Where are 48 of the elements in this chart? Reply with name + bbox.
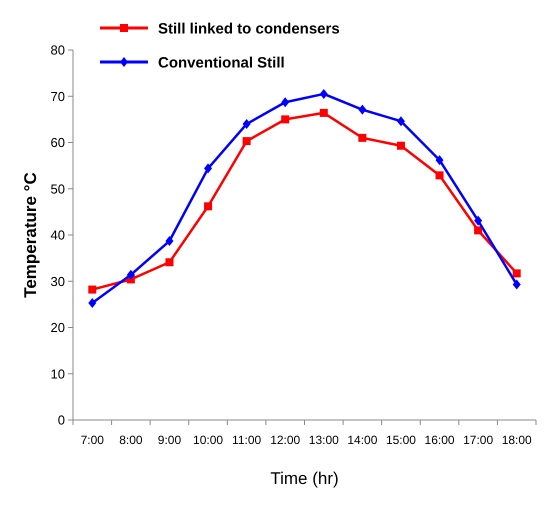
x-tick-label: 11:00: [232, 433, 262, 447]
y-tick-label: 0: [58, 412, 65, 428]
point: [88, 286, 96, 294]
point: [512, 279, 521, 290]
point: [165, 236, 174, 246]
point: [242, 137, 251, 146]
x-tick-label: 14:00: [347, 433, 378, 447]
point: [358, 134, 366, 142]
x-tick-label: 9:00: [158, 433, 182, 447]
point: [242, 119, 251, 129]
x-tick-label: 18:00: [502, 433, 532, 447]
point: [126, 270, 135, 280]
point: [396, 116, 405, 126]
y-axis-title: Temperature °C: [21, 172, 40, 298]
y-tick-label: 40: [50, 228, 65, 243]
y-tick-label: 60: [50, 135, 65, 150]
point: [320, 108, 328, 117]
point: [436, 155, 444, 166]
x-axis-title: Time (hr): [270, 469, 339, 488]
y-tick-label: 70: [50, 88, 65, 104]
point: [88, 298, 96, 308]
x-tick-label: 12:00: [270, 433, 301, 447]
x-tick-label: 15:00: [386, 433, 416, 447]
point: [396, 142, 405, 150]
point: [474, 226, 482, 234]
y-tick-label: 50: [50, 181, 65, 196]
x-tick-label: 10:00: [193, 433, 224, 447]
x-tick-label: 17:00: [463, 433, 494, 447]
point: [436, 171, 444, 180]
point: [512, 269, 521, 278]
y-tick-label: 10: [50, 366, 65, 382]
y-tick-label: 30: [50, 274, 65, 289]
y-tick-label: 80: [50, 42, 65, 58]
point: [204, 202, 212, 210]
legend-label: Conventional Still: [158, 54, 285, 72]
y-tick-label: 20: [50, 320, 65, 336]
x-tick-label: 13:00: [308, 433, 340, 447]
legend-label: Still linked to condensers: [158, 20, 340, 38]
x-tick-label: 8:00: [119, 433, 143, 447]
point: [281, 97, 290, 108]
x-tick-label: 16:00: [424, 433, 455, 447]
point: [358, 104, 366, 115]
point: [320, 88, 328, 99]
point: [474, 216, 482, 226]
point: [281, 115, 290, 124]
point: [165, 258, 174, 266]
point: [204, 163, 212, 174]
x-tick-label: 7:00: [80, 433, 104, 447]
